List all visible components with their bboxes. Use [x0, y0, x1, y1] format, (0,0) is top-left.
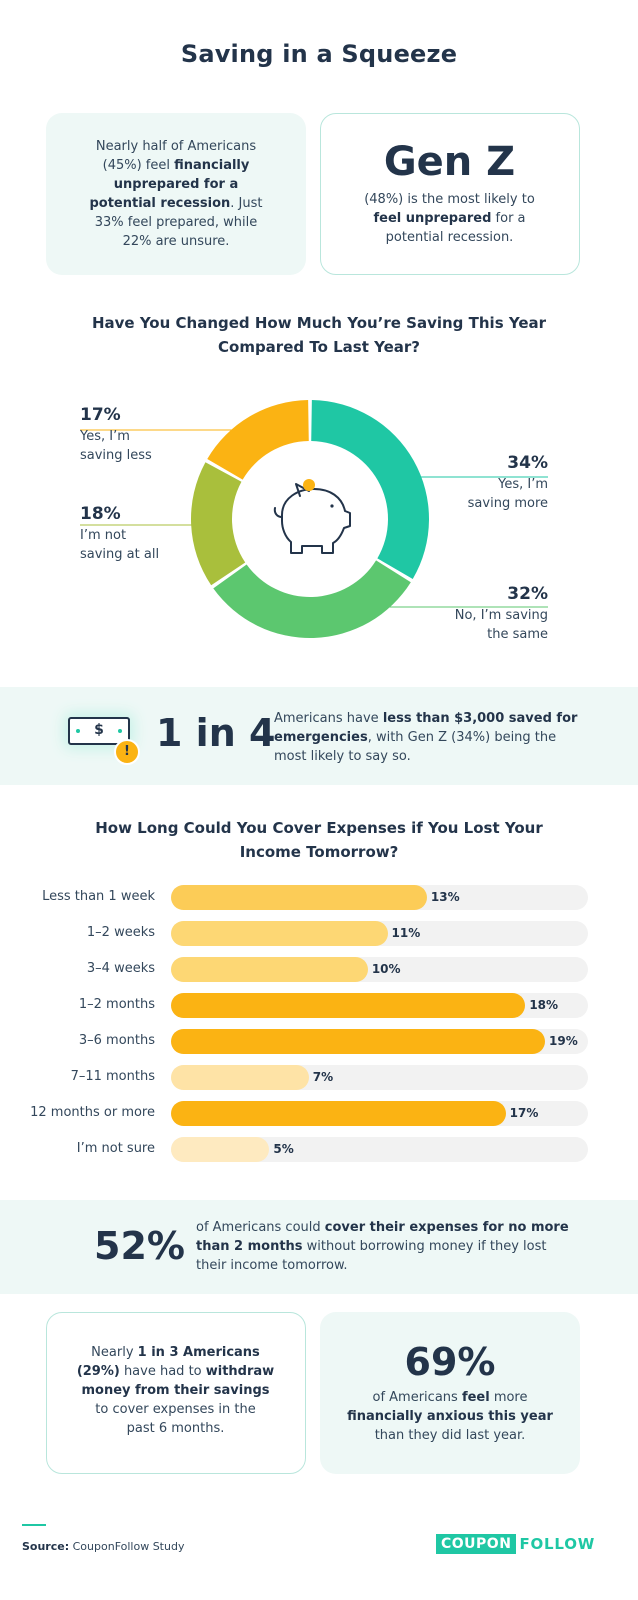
page-title: Saving in a Squeeze	[180, 40, 458, 68]
bar-row: 7–11 months 7%	[0, 1065, 638, 1090]
bar-value-label: 5%	[273, 1142, 294, 1156]
bar-row: 1–2 months 18%	[0, 993, 638, 1018]
bar-value-label: 18%	[529, 998, 559, 1012]
bar-fill	[171, 1137, 270, 1162]
pie-label-not-saving: 18% I’m not saving at all	[80, 504, 160, 562]
emergency-savings-text: Americans have less than $3,000 saved fo…	[274, 711, 578, 764]
bar-category-label: Less than 1 week	[42, 889, 155, 904]
bar-category-label: 3–4 weeks	[86, 961, 155, 976]
bar-value-label: 11%	[391, 926, 421, 940]
alert-badge-icon: !	[114, 739, 140, 765]
bar-category-label: 1–2 months	[78, 997, 155, 1012]
couponfollow-logo[interactable]: COUPON FOLLOW	[436, 1533, 595, 1555]
piggy-bank-icon	[273, 479, 351, 554]
expenses-bar-chart: Less than 1 week 13% 1–2 weeks 11% 3–4 weeks…	[0, 885, 638, 1165]
donut-slice-not-saving	[191, 462, 246, 586]
bar-fill	[171, 1101, 506, 1126]
bar-fill	[171, 885, 427, 910]
stat-card-text: Nearly half of Americans (45%) feel fina…	[89, 139, 263, 249]
stat-card-text: of Americans feel more financially anxio…	[347, 1390, 553, 1443]
fifty-two-percent-band: 52% of Americans could cover their expen…	[0, 1200, 638, 1294]
fifty-two-percent-text: of Americans could cover their expenses …	[196, 1220, 569, 1273]
pie-label-saving-less: 17% Yes, I’m saving less	[80, 405, 152, 463]
stat-card-gen-z: Gen Z (48%) is the most likely to feel u…	[320, 113, 580, 275]
bar-value-label: 19%	[549, 1034, 578, 1048]
bar-fill	[171, 1065, 309, 1090]
bar-value-label: 7%	[312, 1070, 334, 1084]
bar-category-label: 1–2 weeks	[86, 925, 155, 940]
one-in-four-stat: 1 in 4	[156, 711, 276, 755]
bar-row: Less than 1 week 13%	[0, 885, 638, 910]
bar-category-label: 7–11 months	[70, 1069, 155, 1084]
bar-category-label: I’m not sure	[76, 1141, 155, 1156]
bar-category-label: 12 months or more	[30, 1105, 155, 1120]
emergency-savings-band: $ ! 1 in 4 Americans have less than $3,0…	[0, 687, 638, 785]
bar-fill	[171, 1029, 545, 1054]
gen-z-heading: Gen Z	[383, 139, 516, 185]
bar-value-label: 17%	[509, 1106, 539, 1120]
bar-fill	[171, 993, 526, 1018]
source-note: Source: CouponFollow Study	[22, 1540, 185, 1553]
bar-row: 12 months or more 17%	[0, 1101, 638, 1126]
stat-card-text: Nearly 1 in 3 Americans (29%) have had t…	[76, 1345, 275, 1436]
bar-fill	[171, 921, 388, 946]
bar-row: 3–4 weeks 10%	[0, 957, 638, 982]
bar-category-label: 3–6 months	[78, 1033, 155, 1048]
bar-row: 3–6 months 19%	[0, 1029, 638, 1054]
stat-card-text: (48%) is the most likely to feel unprepa…	[364, 192, 535, 245]
stat-card-anxious: 69% of Americans feel more financially a…	[320, 1312, 580, 1474]
donut-slice-saving-more	[311, 400, 429, 580]
bar-fill	[171, 957, 368, 982]
savings-change-chart-title: Have You Changed How Much You’re Saving …	[91, 314, 547, 356]
bar-value-label: 10%	[371, 962, 401, 976]
pie-label-saving-more: 34% Yes, I’m saving more	[467, 453, 548, 511]
bar-row: 1–2 weeks 11%	[0, 921, 638, 946]
stat-card-withdraw: Nearly 1 in 3 Americans (29%) have had t…	[46, 1312, 306, 1474]
sixty-nine-percent-stat: 69%	[404, 1340, 496, 1384]
donut-slice-saving-less	[207, 400, 309, 480]
fifty-two-percent-stat: 52%	[94, 1224, 185, 1268]
bar-row: I’m not sure 5%	[0, 1137, 638, 1162]
savings-change-donut-chart	[80, 400, 548, 638]
expenses-chart-title: How Long Could You Cover Expenses if You…	[95, 819, 543, 861]
footer-divider	[22, 1524, 46, 1526]
stat-card-unprepared: Nearly half of Americans (45%) feel fina…	[46, 113, 306, 275]
pie-label-saving-same: 32% No, I’m saving the same	[454, 584, 548, 642]
donut-slice-saving-same	[213, 560, 411, 638]
bar-value-label: 13%	[430, 890, 460, 904]
